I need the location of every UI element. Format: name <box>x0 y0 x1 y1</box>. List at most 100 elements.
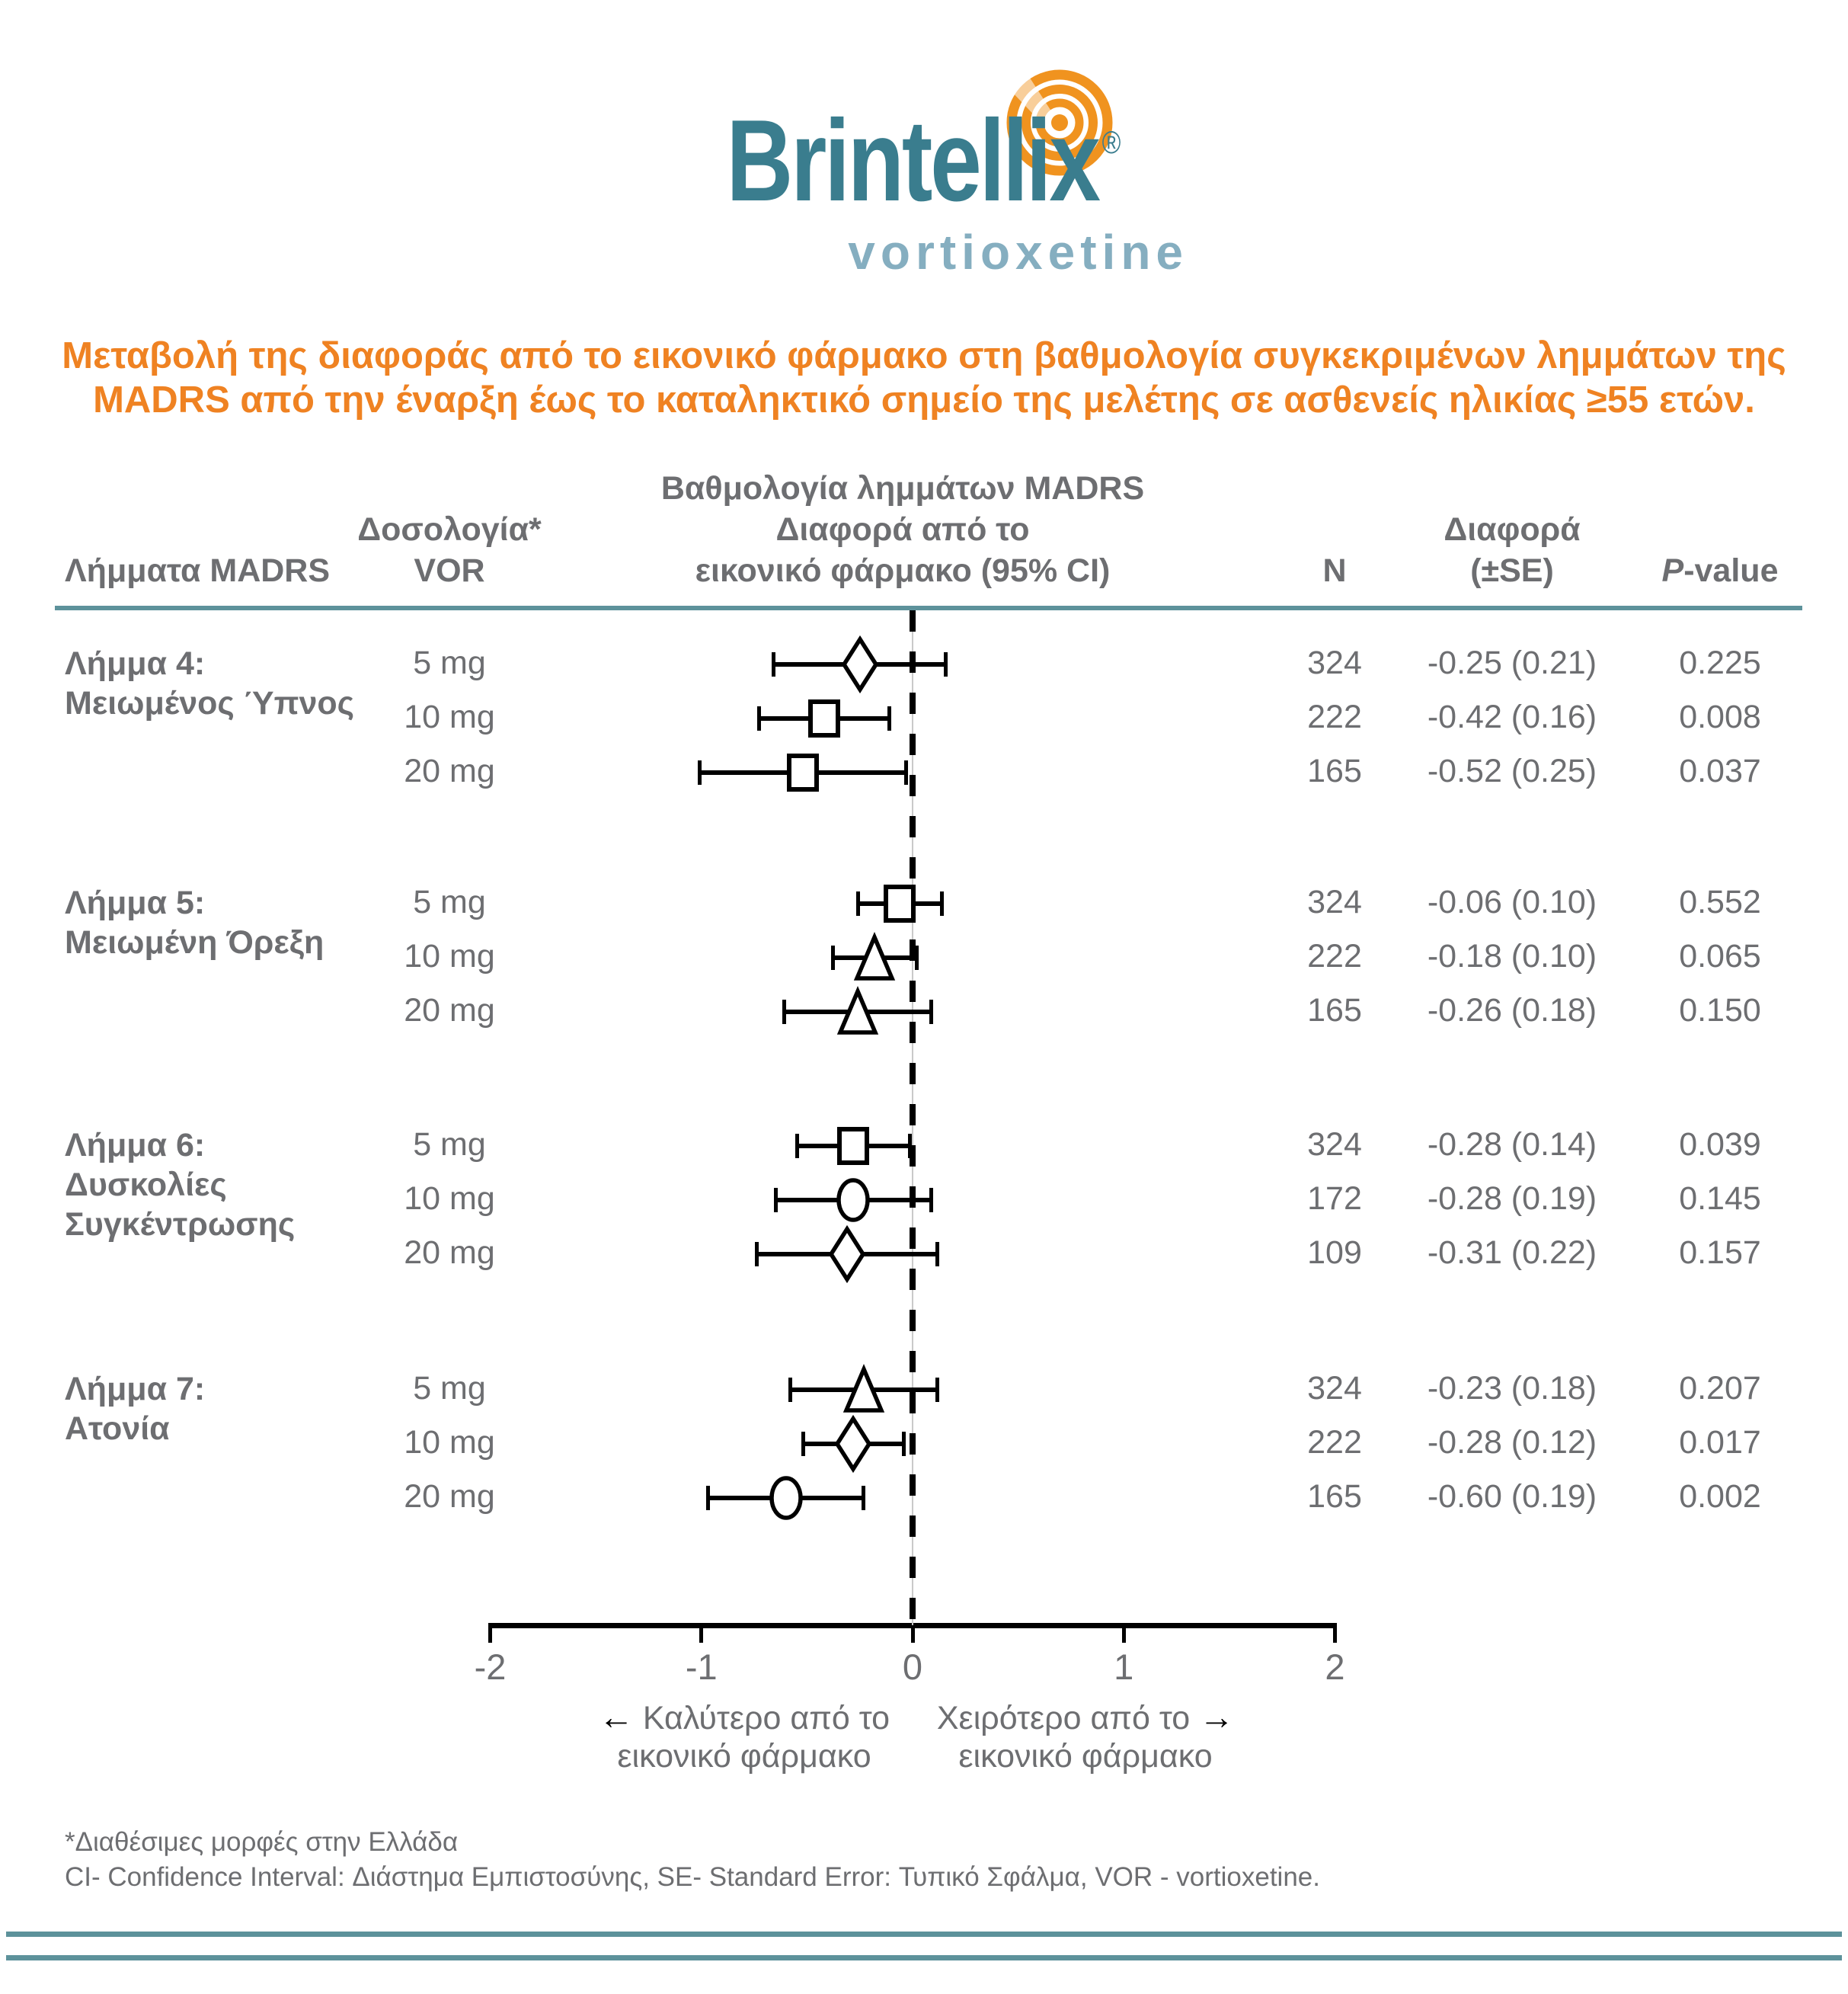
cell-p-value: 0.145 <box>1679 1180 1761 1217</box>
p-rest: -value <box>1683 552 1779 589</box>
cell-n: 172 <box>1307 1180 1362 1217</box>
axis-tick <box>1333 1623 1337 1643</box>
generic-name: vortioxetine <box>848 225 1188 280</box>
cell-difference-se: -0.23 (0.18) <box>1427 1370 1597 1407</box>
footnote-abbreviations: CI- Confidence Interval: Διάστημα Εμπιστ… <box>65 1862 1320 1892</box>
footnote-formulations: *Διαθέσιμες μορφές στην Ελλάδα <box>65 1827 459 1857</box>
diamond-marker <box>823 1224 871 1284</box>
ci-cap-right <box>914 946 919 970</box>
cell-n: 324 <box>1307 1370 1362 1407</box>
ci-cap-right <box>901 1432 906 1456</box>
ci-cap-right <box>944 652 948 677</box>
cell-p-value: 0.065 <box>1679 938 1761 975</box>
dose-label: 5 mg <box>413 1370 486 1407</box>
ci-cap-left <box>788 1378 793 1402</box>
axis-tick <box>488 1623 492 1643</box>
cell-p-value: 0.017 <box>1679 1424 1761 1461</box>
cell-p-value: 0.157 <box>1679 1234 1761 1271</box>
cell-difference-se: -0.18 (0.10) <box>1427 938 1597 975</box>
dose-label: 10 mg <box>404 938 495 975</box>
cell-p-value: 0.039 <box>1679 1126 1761 1163</box>
cell-n: 324 <box>1307 1126 1362 1163</box>
ci-cap-right <box>935 1378 940 1402</box>
ci-cap-left <box>782 1000 786 1024</box>
cell-difference-se: -0.25 (0.21) <box>1427 645 1597 681</box>
cell-difference-se: -0.06 (0.10) <box>1427 884 1597 920</box>
cell-p-value: 0.225 <box>1679 645 1761 681</box>
dose-label: 10 mg <box>404 699 495 735</box>
zero-reference-dashed-line <box>910 610 916 1625</box>
cell-n: 165 <box>1307 1478 1362 1515</box>
ci-cap-left <box>697 760 702 785</box>
better-label-line1: Καλύτερο από το <box>642 1700 890 1736</box>
madrs-item-label: Λήμμα 6: Δυσκολίες Συγκέντρωσης <box>65 1127 296 1243</box>
madrs-item-label: Λήμμα 4: Μειωμένος Ύπνος <box>65 645 355 722</box>
cell-p-value: 0.150 <box>1679 992 1761 1029</box>
page-title-line1: Μεταβολή της διαφοράς από το εικονικό φά… <box>62 335 1786 376</box>
cell-p-value: 0.207 <box>1679 1370 1761 1407</box>
madrs-item-label: Λήμμα 5: Μειωμένη Όρεξη <box>65 885 325 961</box>
cell-n: 324 <box>1307 645 1362 681</box>
ci-cap-left <box>795 1134 799 1158</box>
column-header-madrs-items: Λήμματα MADRS <box>65 552 331 589</box>
cell-n: 109 <box>1307 1234 1362 1271</box>
square-marker <box>875 875 924 933</box>
axis-tick <box>910 1623 915 1643</box>
axis-tick-label: 1 <box>1114 1647 1134 1687</box>
square-marker <box>800 690 849 747</box>
bottom-rule-top <box>6 1932 1842 1937</box>
ci-cap-right <box>887 706 891 731</box>
direction-label-worse: Χειρότερο από το → εικονικό φάρμακο <box>887 1698 1284 1775</box>
axis-tick-label: 2 <box>1325 1647 1345 1687</box>
dose-label: 5 mg <box>413 1126 486 1163</box>
dose-label: 20 mg <box>404 1234 495 1271</box>
square-marker <box>829 1117 878 1175</box>
p-italic: P <box>1661 552 1684 589</box>
cell-difference-se: -0.42 (0.16) <box>1427 699 1597 735</box>
page-title: Μεταβολή της διαφοράς από το εικονικό φά… <box>30 334 1818 422</box>
ci-cap-left <box>772 652 775 677</box>
ci-cap-left <box>801 1432 805 1456</box>
column-header-difference-se: Διαφορά (±SE) <box>1444 511 1581 589</box>
cell-n: 165 <box>1307 992 1362 1029</box>
diamond-marker <box>829 1414 878 1474</box>
ci-cap-left <box>773 1188 778 1212</box>
cell-p-value: 0.037 <box>1679 753 1761 789</box>
worse-label-line1: Χειρότερο από το <box>936 1700 1191 1736</box>
cell-n: 222 <box>1307 699 1362 735</box>
cell-difference-se: -0.52 (0.25) <box>1427 753 1597 789</box>
cell-p-value: 0.552 <box>1679 884 1761 920</box>
ci-cap-right <box>862 1486 866 1510</box>
axis-tick-label: 0 <box>902 1647 923 1687</box>
circle-marker <box>829 1171 878 1229</box>
cell-difference-se: -0.31 (0.22) <box>1427 1234 1597 1271</box>
cell-difference-se: -0.28 (0.12) <box>1427 1424 1597 1461</box>
ci-cap-right <box>935 1242 940 1266</box>
diamond-marker <box>836 635 884 694</box>
better-label-line2: εικονικό φάρμακο <box>617 1738 871 1775</box>
dose-label: 10 mg <box>404 1180 495 1217</box>
header-divider-rule <box>55 606 1802 610</box>
ci-cap-left <box>830 946 835 970</box>
page-title-line2: MADRS από την έναρξη έως το καταληκτικό … <box>93 379 1755 421</box>
ci-cap-left <box>754 1242 759 1266</box>
ci-cap-right <box>929 1188 933 1212</box>
sonic-swirl-icon <box>1006 69 1113 176</box>
cell-p-value: 0.008 <box>1679 699 1761 735</box>
right-arrow-icon: → <box>1199 1697 1235 1736</box>
cell-difference-se: -0.28 (0.14) <box>1427 1126 1597 1163</box>
ci-cap-right <box>929 1000 933 1024</box>
worse-label-line2: εικονικό φάρμακο <box>958 1738 1213 1775</box>
dose-label: 5 mg <box>413 884 486 920</box>
square-marker <box>779 744 827 802</box>
ci-cap-right <box>939 891 944 916</box>
axis-tick <box>699 1623 704 1643</box>
triangle-marker <box>833 983 882 1041</box>
ci-cap-right <box>903 760 908 785</box>
triangle-marker <box>839 1361 888 1419</box>
brand-wordmark: Brintellix ® <box>708 103 1135 247</box>
madrs-item-label: Λήμμα 7: Ατονία <box>65 1371 206 1447</box>
cell-n: 324 <box>1307 884 1362 920</box>
